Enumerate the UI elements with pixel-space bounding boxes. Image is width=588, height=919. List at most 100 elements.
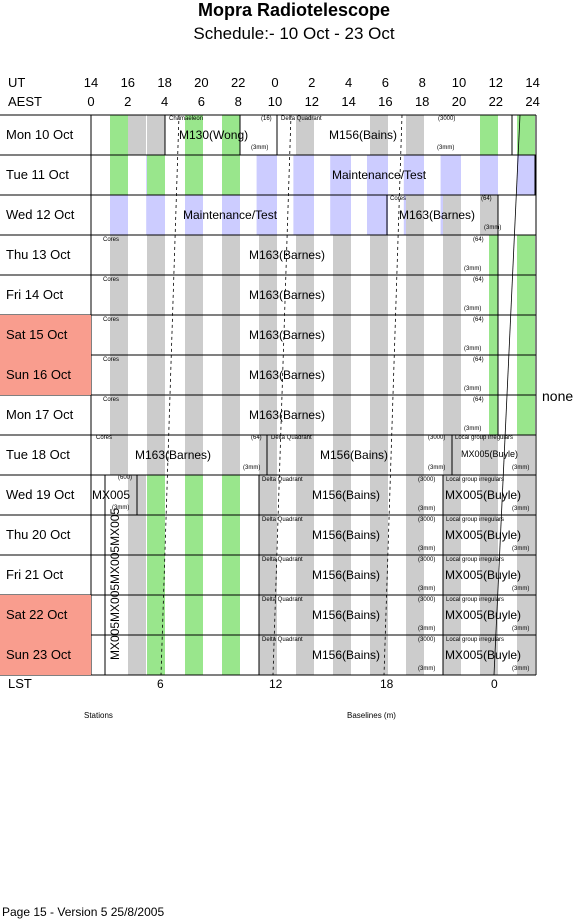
ut-tick: 12 [488, 75, 504, 90]
lst-tick: 0 [491, 677, 498, 691]
ut-label: UT [8, 75, 26, 90]
none-label: none [542, 388, 574, 404]
lavender-band [440, 155, 459, 195]
aest-label: AEST [8, 94, 42, 109]
day-label: Thu 13 Oct [6, 247, 71, 262]
ut-tick: 20 [194, 75, 209, 90]
tag-band: (3mm) [464, 266, 482, 272]
tag-target: Chamaeleon [169, 116, 204, 122]
lavender-band [146, 195, 165, 235]
program-mx005: MX005(Buyle) [445, 488, 522, 502]
tag-band: (3mm) [418, 586, 436, 592]
lavender-band [256, 155, 275, 195]
schedule-band [406, 435, 424, 475]
tag-band: (3mm) [464, 306, 482, 312]
tag-band: (3mm) [464, 426, 482, 432]
program-maintenance: Maintenance/Test [183, 208, 278, 222]
schedule-band [185, 475, 203, 675]
tag-band: (3mm) [243, 465, 261, 471]
lavender-band [330, 195, 349, 235]
schedule-band [147, 195, 165, 235]
tag-count: (64) [473, 317, 484, 323]
lst-line [160, 114, 180, 676]
day-label: Tue 11 Oct [6, 167, 69, 182]
tag-target: Delta Quadrant [262, 637, 303, 643]
ut-tick: 14 [525, 75, 540, 90]
schedule-band [128, 115, 146, 155]
schedule-band [333, 235, 351, 435]
aest-tick: 4 [160, 94, 169, 109]
program-m156: M156(Bains) [320, 448, 389, 462]
tag-band: (3mm) [464, 386, 482, 392]
aest-tick: 14 [341, 94, 356, 109]
ut-tick: 2 [308, 75, 316, 90]
schedule-band [110, 235, 128, 435]
schedule-band [259, 435, 277, 475]
tag-band: (3mm) [512, 626, 530, 632]
lst-tick: 6 [157, 677, 164, 691]
ut-tick: 8 [418, 75, 426, 90]
lavender-band [293, 195, 312, 235]
day-label: Wed 12 Oct [6, 207, 75, 222]
day-label: Thu 20 Oct [6, 527, 71, 542]
tag-count: (3000) [418, 597, 436, 603]
tag-target: Cores [103, 317, 120, 323]
tag-count: (64) [473, 277, 484, 283]
schedule-band [517, 235, 535, 435]
program-mx005: MX005(Buyle) [445, 528, 522, 542]
tag-target: Local group irregulars [455, 435, 514, 441]
day-label: Sat 22 Oct [0, 595, 91, 635]
schedule-band [110, 195, 128, 235]
lst-tick: 12 [269, 677, 283, 691]
tag-band: (3mm) [437, 145, 455, 151]
schedule-band [406, 115, 424, 155]
lst-tick: 18 [380, 677, 394, 691]
aest-tick: 8 [234, 94, 242, 109]
program-m163: M163(Barnes) [249, 328, 326, 342]
schedule-band [110, 115, 128, 155]
tag-count: (64) [251, 435, 262, 441]
schedule-band [406, 475, 424, 675]
schedule-band [443, 235, 461, 435]
tag-band: (3mm) [418, 666, 436, 672]
tag-band: (3mm) [428, 465, 446, 471]
schedule-band [296, 435, 314, 475]
schedule-band [370, 195, 388, 235]
program-mx005: MX005 [92, 488, 131, 502]
program-m163: M163(Barnes) [135, 448, 212, 462]
program-m156: M156(Bains) [312, 488, 381, 502]
schedule-band [443, 155, 461, 195]
schedule-band [222, 155, 240, 195]
tag-band: (3mm) [418, 626, 436, 632]
schedule-band [185, 235, 203, 435]
day-label: Sun 16 Oct [0, 355, 91, 395]
ut-tick: 6 [381, 75, 389, 90]
tag-count: (3000) [418, 557, 436, 563]
schedule-band [110, 155, 128, 195]
tag-target: Local group irregulars [446, 557, 505, 563]
tag-band: (3mm) [418, 506, 436, 512]
program-m156: M156(Bains) [312, 608, 381, 622]
day-label: Wed 19 Oct [6, 487, 75, 502]
schedule-band [128, 475, 146, 675]
tag-count: (64) [473, 357, 484, 363]
day-label: Tue 18 Oct [6, 447, 70, 462]
tag-count: (600) [118, 475, 133, 481]
aest-tick: 18 [414, 94, 430, 109]
schedule-band [222, 475, 240, 675]
baselines-label: Baselines (m) [347, 711, 396, 720]
tag-target: Cores [103, 277, 120, 283]
schedule-band [406, 235, 424, 435]
schedule-band [370, 235, 388, 435]
tag-target: Local group irregulars [446, 477, 505, 483]
program-mx005-vertical: MX005MX005MX005MX005 [108, 507, 122, 660]
tag-target: Cores [390, 196, 407, 202]
day-label: Sat 15 Oct [0, 315, 91, 355]
schedule-band [489, 235, 498, 435]
tag-count: (64) [473, 397, 484, 403]
day-label: Mon 17 Oct [6, 407, 74, 422]
program-mx005: MX005(Buyle) [445, 648, 522, 662]
tag-count: (3000) [418, 477, 436, 483]
program-mx005: MX005(Buyle) [461, 449, 519, 459]
tag-target: Delta Quadrant [262, 477, 303, 483]
